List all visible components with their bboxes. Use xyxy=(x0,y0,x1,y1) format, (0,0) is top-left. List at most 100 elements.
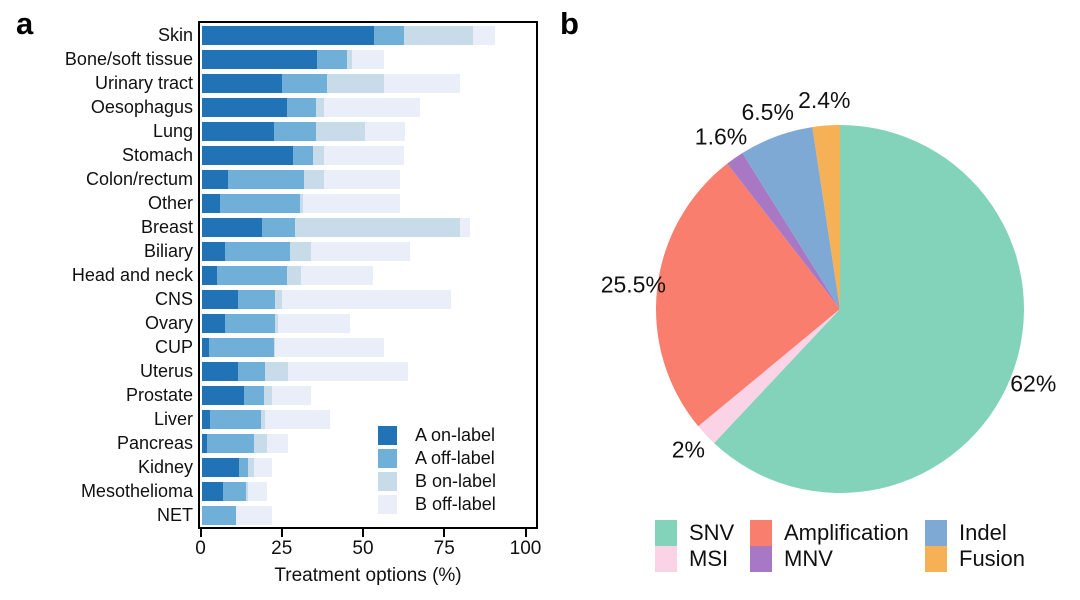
bar-segment-a-off-label xyxy=(224,241,290,261)
bar-category-label-kidney: Kidney xyxy=(137,457,193,477)
bar-row-urinary-tract xyxy=(202,73,461,93)
pie-slice-mnv xyxy=(727,153,840,309)
bar-segment-b-off-label xyxy=(302,193,401,213)
bar-segment-b-off-label xyxy=(267,433,289,453)
bar-segment-a-off-label xyxy=(228,169,305,189)
bar-segment-b-off-label xyxy=(384,73,461,93)
bar-segment-a-on-label xyxy=(202,385,245,405)
bar-segment-a-off-label xyxy=(219,193,300,213)
bar-row-prostate xyxy=(202,385,311,405)
bar-row-net xyxy=(202,505,272,525)
bar-segment-b-off-label xyxy=(460,217,471,237)
bar-segment-b-off-label xyxy=(278,313,350,333)
bar-segment-a-on-label xyxy=(202,25,375,45)
bar-segment-a-on-label xyxy=(202,121,274,141)
bar-segment-b-on-label xyxy=(289,241,311,261)
bar-segment-b-on-label xyxy=(403,25,474,45)
pie-slice-label-mnv: 1.6% xyxy=(695,124,747,150)
legend-label-b-off-label: B off-label xyxy=(415,494,496,514)
bar-segment-a-on-label xyxy=(202,49,318,69)
bar-category-label-stomach: Stomach xyxy=(121,145,193,165)
bar-segment-a-on-label xyxy=(202,145,293,165)
bar-category-label-net: NET xyxy=(157,505,193,525)
bar-segment-b-off-label xyxy=(236,505,272,525)
bar-row-ovary xyxy=(202,313,350,333)
pie-slice-snv xyxy=(714,125,1024,493)
pie-slice-label-amplification: 25.5% xyxy=(601,271,666,297)
bar-segment-b-off-label xyxy=(301,265,373,285)
bar-segment-b-off-label xyxy=(364,121,406,141)
pie-slice-msi xyxy=(698,309,840,444)
bar-segment-b-on-label xyxy=(327,73,384,93)
bar-category-label-colon-rectum: Colon/rectum xyxy=(85,169,193,189)
bar-segment-a-off-label xyxy=(239,457,248,477)
bar-segment-a-off-label xyxy=(281,73,328,93)
bar-segment-a-off-label xyxy=(210,409,261,429)
pie-slice-label-msi: 2% xyxy=(672,436,705,462)
pie-slice-amplification xyxy=(656,163,840,427)
bar-category-label-lung: Lung xyxy=(152,121,193,141)
bar-segment-b-off-label xyxy=(265,409,331,429)
bar-segment-b-off-label xyxy=(275,337,384,357)
bar-segment-b-on-label xyxy=(275,289,282,309)
bar-category-label-cns: CNS xyxy=(154,289,193,309)
bar-category-label-other: Other xyxy=(147,193,193,213)
pie-slice-label-fusion: 2.4% xyxy=(798,87,850,113)
bar-segment-a-on-label xyxy=(202,313,225,333)
bar-row-bone-soft-tissue xyxy=(202,49,384,69)
bar-segment-a-off-label xyxy=(262,217,295,237)
bar-segment-b-off-label xyxy=(254,457,272,477)
pie-slice-fusion xyxy=(812,125,840,309)
bar-segment-b-off-label xyxy=(247,481,267,501)
bar-segment-a-off-label xyxy=(286,97,316,117)
bar-segment-b-on-label xyxy=(260,409,266,429)
bar-segment-b-off-label xyxy=(288,361,409,381)
bar-segment-b-off-label xyxy=(473,25,495,45)
bar-segment-b-off-label xyxy=(310,241,410,261)
pie-slice-label-snv: 62% xyxy=(1010,371,1056,397)
bar-segment-a-on-label xyxy=(202,361,238,381)
bar-segment-a-off-label xyxy=(273,121,316,141)
bar-category-label-skin: Skin xyxy=(157,25,193,45)
bar-segment-b-on-label xyxy=(254,433,267,453)
bar-category-label-head-and-neck: Head and neck xyxy=(71,265,193,285)
legend-label-b-on-label: B on-label xyxy=(415,471,497,491)
bar-category-label-urinary-tract: Urinary tract xyxy=(94,73,193,93)
bar-segment-a-on-label xyxy=(202,97,287,117)
bar-category-label-bone-soft-tissue: Bone/soft tissue xyxy=(64,49,193,69)
bar-row-mesothelioma xyxy=(202,481,267,501)
bar-segment-b-off-label xyxy=(281,289,451,309)
bar-segment-a-on-label xyxy=(202,265,217,285)
bar-segment-b-on-label xyxy=(315,121,365,141)
bar-row-colon-rectum xyxy=(202,169,401,189)
bar-segment-a-on-label xyxy=(202,433,207,453)
bar-segment-a-off-label xyxy=(223,481,246,501)
bar-segment-b-off-label xyxy=(323,97,420,117)
bar-segment-b-off-label xyxy=(323,169,401,189)
pie-slice-indel xyxy=(742,127,840,309)
bar-category-label-breast: Breast xyxy=(140,217,193,237)
bar-row-uterus xyxy=(202,361,409,381)
legend-label-a-off-label: A off-label xyxy=(415,448,495,468)
bar-row-cns xyxy=(202,289,451,309)
bar-segment-a-off-label xyxy=(293,145,313,165)
bar-category-label-cup: CUP xyxy=(154,337,193,357)
legend-label-a-on-label: A on-label xyxy=(415,425,496,445)
bar-row-cup xyxy=(202,337,384,357)
legend-item-a-on-label: A on-label xyxy=(378,425,496,445)
bar-segment-a-off-label xyxy=(244,385,264,405)
bar-category-label-mesothelioma: Mesothelioma xyxy=(80,481,193,501)
legend-swatch-a-off-label xyxy=(378,449,397,468)
bar-segment-b-on-label xyxy=(273,337,276,357)
bar-segment-a-on-label xyxy=(202,217,263,237)
bar-category-label-biliary: Biliary xyxy=(143,241,193,261)
bar-category-label-pancreas: Pancreas xyxy=(116,433,193,453)
bar-segment-b-on-label xyxy=(263,385,272,405)
bar-segment-a-off-label xyxy=(317,49,347,69)
bar-row-other xyxy=(202,193,401,213)
bar-category-label-liver: Liver xyxy=(153,409,193,429)
bar-segment-a-on-label xyxy=(202,169,228,189)
bar-row-head-and-neck xyxy=(202,265,373,285)
bar-row-liver xyxy=(202,409,331,429)
